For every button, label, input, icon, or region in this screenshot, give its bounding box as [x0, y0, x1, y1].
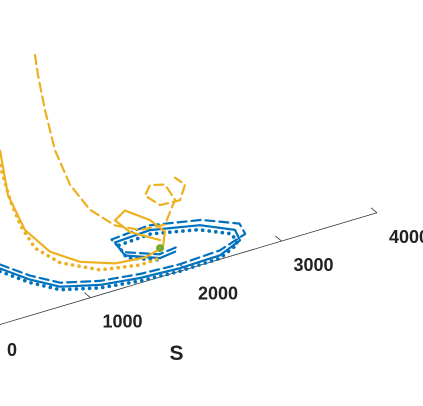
x-tick-label: 1000 [103, 312, 143, 332]
series-line [33, 54, 187, 232]
x-axis-label: S [169, 342, 183, 365]
series-line [0, 149, 167, 265]
series-line [0, 218, 247, 284]
x-tick-label: 0 [7, 340, 17, 360]
x-tick [275, 235, 282, 242]
marker [156, 244, 165, 253]
series-line [0, 227, 240, 292]
x-tick [84, 292, 91, 299]
x-tick-label: 2000 [198, 283, 238, 303]
x-tick-label: 3000 [294, 255, 334, 275]
x-tick-label: 4000 [389, 227, 423, 247]
x-tick [370, 207, 378, 214]
series-line [0, 163, 162, 272]
